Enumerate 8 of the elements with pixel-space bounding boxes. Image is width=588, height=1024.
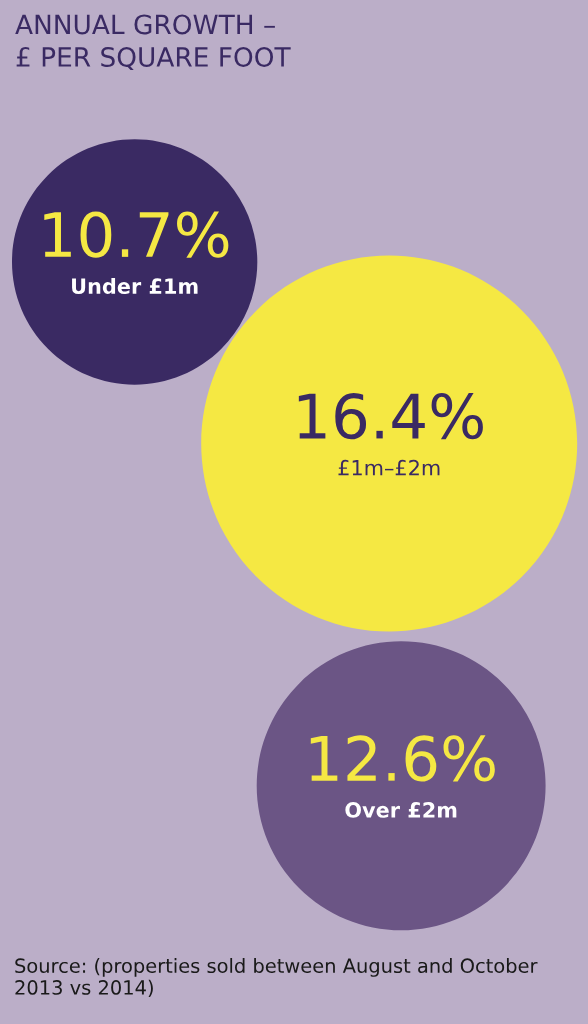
data-label: 16.4% <box>298 393 483 440</box>
category-label: Under £1m <box>72 277 198 295</box>
source-note: Source: (properties sold between August and October 2013 vs 2014) <box>15 958 538 998</box>
category-label: Over £2m <box>345 802 457 818</box>
text: ANNUAL GROWTH – £ PER SQUARE FOOT <box>15 14 291 71</box>
data-label: 10.7% <box>44 211 229 258</box>
data-label: 12.6% <box>310 735 495 782</box>
category-label: £1m–£2m <box>338 459 440 476</box>
